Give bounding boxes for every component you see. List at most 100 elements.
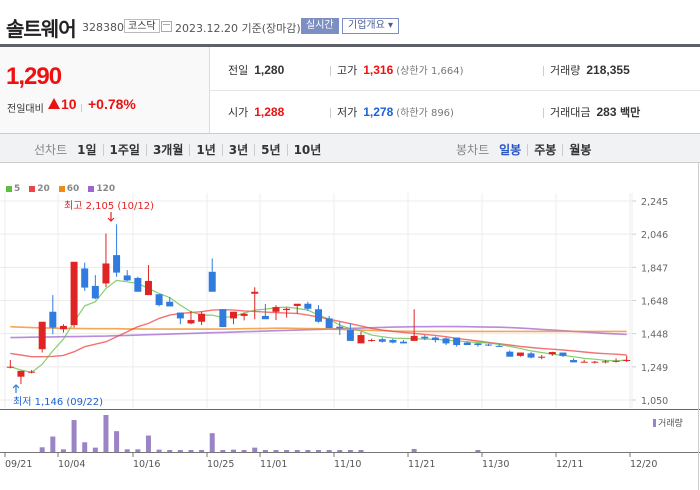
company-overview-dropdown[interactable]: 기업개요 ▾ [342,18,399,34]
y-tick-label: 1,448 [641,330,668,341]
volume-bar [71,420,77,452]
candle [516,352,524,357]
x-tick-label: 11/10 [334,459,361,470]
tab-1d[interactable]: 1일 [77,142,97,157]
tab-weekly[interactable]: 주봉 [527,143,562,156]
divider [209,47,210,133]
candle [336,321,344,336]
divider [210,90,700,91]
volume-swatch [653,418,656,427]
candle [28,370,36,374]
stat-open: 시가 1,288 [228,105,285,119]
stat-volume: 거래량 218,355 [550,63,630,77]
candle [155,294,163,307]
candle [123,270,131,281]
divider [543,66,544,76]
tab-5y[interactable]: 5년 [254,143,286,156]
low-annotation: 최저 1,146 (09/22) [13,396,103,408]
moving-average-legend: 5 20 60 120 [6,184,124,194]
calendar-icon [161,21,172,32]
candle [538,355,546,360]
volume-bar [252,447,258,452]
candle [612,358,620,363]
tab-10y[interactable]: 10년 [286,143,328,156]
volume-bar [411,448,417,452]
candle [304,301,312,311]
candle [570,358,578,363]
candle [378,337,386,343]
x-tick-label: 11/21 [408,459,435,470]
x-tick-label: 11/30 [482,459,509,470]
x-tick-label: 09/21 [5,459,32,470]
tab-1y[interactable]: 1년 [189,143,221,156]
volume-bar [358,450,364,452]
y-tick-label: 1,249 [641,363,668,374]
candle [187,310,195,325]
legend-swatch [88,186,95,192]
tab-3m[interactable]: 3개월 [145,143,189,156]
candle [6,360,14,369]
legend-ma-20: 20 [29,184,50,194]
candle [208,258,216,292]
candle [49,295,57,335]
candle [283,307,291,318]
candle [261,303,269,320]
candle [272,305,280,321]
change-percent: +0.78% [88,96,136,112]
volume-bar [167,450,173,452]
x-tick-label: 12/11 [556,459,583,470]
volume-bar [294,450,300,452]
header-divider [0,44,700,47]
realtime-button[interactable]: 실시간 [301,18,339,34]
candle [81,262,89,291]
volume-bar [92,447,98,452]
candle [229,311,237,325]
down-arrow-icon [107,212,115,222]
x-tick-label: 10/04 [58,459,85,470]
volume-bar [262,450,268,452]
legend-ma-5: 5 [6,184,20,194]
candle [102,233,110,288]
stat-high: 고가 1,316 (상한가 1,664) [337,63,464,77]
volume-bar [145,435,151,452]
y-tick-label: 1,847 [641,263,668,274]
volume-bar [316,450,321,452]
candle-chart-tabs: 봉차트 일봉 주봉 월봉 [456,141,597,158]
candle [315,305,322,323]
volume-bar [103,415,109,452]
volume-bar [156,449,162,452]
tab-monthly[interactable]: 월봉 [562,143,597,156]
volume-bar [60,449,66,452]
volume-bar [50,436,56,452]
volume-bar [326,450,332,452]
line-chart-label: 선차트 [34,143,68,157]
tab-1w[interactable]: 1주일 [102,143,146,156]
tab-3y[interactable]: 3년 [221,143,254,156]
candle [113,224,121,277]
candle [421,335,429,341]
volume-bar [177,450,183,452]
candle [623,355,631,363]
divider [330,66,331,76]
volume-bar [39,447,45,452]
volume-bar [135,449,141,452]
candle [144,265,152,296]
candle [548,351,556,356]
candle [134,276,142,292]
candle [559,352,567,358]
line-chart-tabs: 선차트 1일 1주일 3개월 1년 3년 5년 10년 [34,141,327,158]
stock-code: 328380 [82,21,124,34]
candle [293,303,301,314]
tab-daily[interactable]: 일봉 [499,142,522,157]
x-tick-label: 11/01 [260,459,287,470]
candle [527,352,535,359]
volume-bar [82,442,88,452]
x-tick-label: 10/25 [207,459,234,470]
volume-bar [220,450,226,452]
candle [346,323,354,341]
stats-panel: 전일 1,280 고가 1,316 (상한가 1,664) 거래량 218,355 시가… [210,47,700,133]
candle [601,360,609,364]
candle [453,337,461,347]
divider [81,104,82,112]
